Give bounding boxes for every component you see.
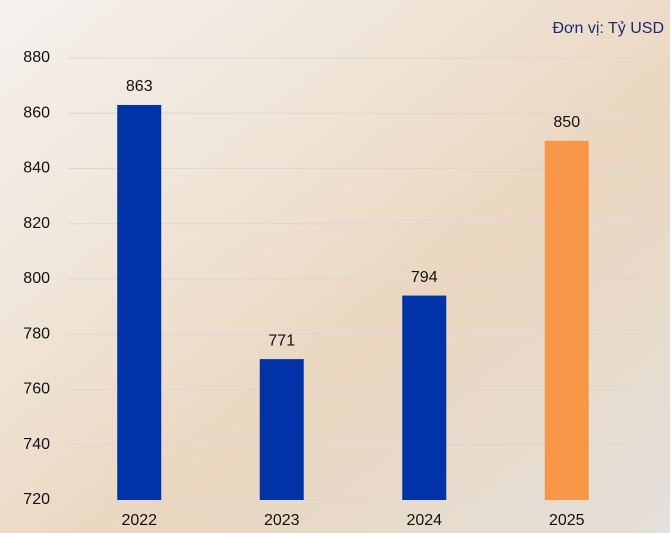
y-tick-label: 820	[23, 215, 50, 232]
bar	[544, 140, 589, 500]
data-label: 863	[126, 78, 153, 95]
y-tick-label: 800	[23, 270, 50, 287]
y-tick-label: 720	[23, 491, 50, 508]
y-tick-label: 840	[23, 160, 50, 177]
y-tick-label: 760	[23, 381, 50, 398]
bar	[117, 104, 162, 501]
x-tick-label: 2022	[121, 512, 157, 529]
bar	[259, 359, 304, 500]
data-label: 850	[553, 114, 580, 131]
unit-label: Đơn vị: Tỷ USD	[552, 20, 664, 37]
y-tick-label: 740	[23, 436, 50, 453]
bar	[402, 295, 447, 500]
y-tick-label: 880	[23, 49, 50, 66]
data-label: 771	[268, 332, 295, 349]
y-tick-label: 860	[23, 104, 50, 121]
x-tick-label: 2024	[406, 512, 442, 529]
x-tick-label: 2025	[549, 512, 585, 529]
data-label: 794	[411, 269, 438, 286]
y-tick-label: 780	[23, 325, 50, 342]
x-tick-label: 2023	[264, 512, 300, 529]
